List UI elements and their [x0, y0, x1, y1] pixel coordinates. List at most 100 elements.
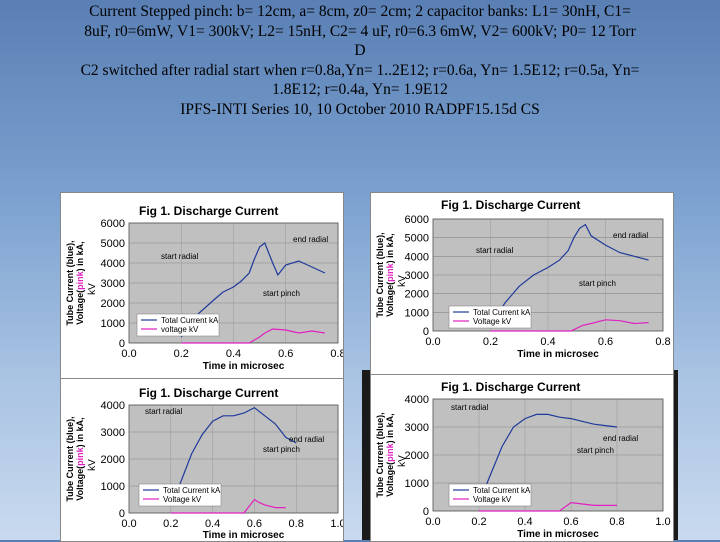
y-axis-label-part: ) in kA, [385, 413, 395, 443]
annotation-label: end radial [293, 235, 328, 244]
x-tick-label: 0.2 [163, 518, 178, 530]
slide-header: Current Stepped pinch: b= 12cm, a= 8cm, … [0, 0, 720, 119]
y-tick-label: 5000 [405, 233, 429, 245]
chart-svg: 0 1000 2000 3000 4000 5000 6000 0.0 0.2 0.4 0.6 0.8… [375, 198, 671, 360]
y-tick-label: 1000 [405, 478, 429, 490]
y-tick-label: 1000 [405, 307, 429, 319]
y-tick-label: 0 [119, 338, 125, 350]
x-tick-label: 0.4 [517, 516, 532, 528]
y-axis-label: Tube Current (blue),Voltage(pink) in kA, [65, 240, 85, 325]
x-tick-label: 0.2 [174, 348, 189, 360]
current-series-line [180, 242, 326, 338]
y-axis-unit: kV [397, 275, 408, 287]
x-tick-label: 0.8 [330, 348, 343, 360]
annotation-label: start radial [451, 403, 489, 412]
chart-svg: 0 1000 2000 3000 4000 0.0 0.2 0.4 0.6 0.8 1.0 Fig 1… [375, 380, 671, 540]
chart-title: Fig 1. Discharge Current [139, 386, 278, 400]
x-tick-label: 0.4 [226, 348, 241, 360]
legend-label: voltage kV [161, 325, 199, 334]
y-tick-label: 6000 [101, 218, 125, 230]
x-tick-label: 0.8 [289, 518, 304, 530]
current-series-line [478, 413, 618, 503]
voltage-series-line [490, 319, 649, 332]
legend-label: Total Current kA [161, 316, 219, 325]
y-tick-label: 3000 [405, 270, 429, 282]
chart-panel-2: 0 1000 2000 3000 4000 5000 6000 0.0 0.2 0.4 0.6 0.8… [370, 192, 674, 376]
y-axis-label-part: pink [385, 442, 395, 461]
voltage-series-line [479, 501, 617, 512]
y-axis-label-part: Tube Current (blue), [375, 412, 385, 497]
legend-box [138, 483, 222, 507]
x-tick-label: 0.6 [563, 516, 578, 528]
x-tick-label: 0.0 [121, 518, 136, 530]
y-tick-label: 5000 [101, 238, 125, 250]
voltage-series-line [170, 498, 286, 514]
y-tick-label: 4000 [101, 258, 125, 270]
header-line: C2 switched after radial start when r=0.… [80, 61, 640, 79]
x-tick-label: 0.6 [278, 348, 293, 360]
annotation-label: start pinch [263, 445, 300, 454]
annotation-label: end radial [289, 435, 324, 444]
chart-title: Fig 1. Discharge Current [139, 204, 278, 218]
y-axis-label: Tube Current (blue),Voltage(pink) in kA, [375, 232, 395, 317]
legend-label: Total Current kA [473, 308, 531, 317]
y-axis-label-part: Voltage( [75, 290, 85, 325]
chart-title: Fig 1. Discharge Current [441, 198, 580, 212]
x-tick-label: 1.0 [330, 518, 343, 530]
x-tick-label: 0.6 [598, 336, 613, 348]
x-tick-label: 0.4 [205, 518, 220, 530]
y-axis-label-part: pink [75, 446, 85, 465]
y-axis-unit: kV [87, 283, 98, 295]
x-tick-label: 1.0 [655, 516, 670, 528]
y-axis-label-part: Voltage( [385, 282, 395, 317]
x-axis-label: Time in microsec [203, 361, 285, 372]
y-tick-label: 0 [423, 326, 429, 338]
x-tick-label: 0.0 [121, 348, 136, 360]
x-tick-label: 0.0 [425, 336, 440, 348]
y-tick-label: 3000 [101, 278, 125, 290]
legend-label: Voltage kV [163, 495, 202, 504]
divider-bar [672, 370, 678, 540]
y-tick-label: 0 [119, 508, 125, 520]
x-tick-label: 0.6 [247, 518, 262, 530]
y-axis-label-part: Voltage( [75, 466, 85, 501]
annotation-label: start pinch [263, 289, 300, 298]
legend-label: Voltage kV [473, 495, 512, 504]
x-tick-label: 0.8 [655, 336, 670, 348]
voltage-series-line [181, 328, 325, 344]
header-line: 1.8E12; r=0.4a, Yn= 1.9E12 [272, 81, 448, 98]
legend-label: Total Current kA [163, 486, 221, 495]
y-tick-label: 4000 [101, 400, 125, 412]
annotation-label: start pinch [577, 446, 614, 455]
y-tick-label: 1000 [101, 481, 125, 493]
header-line: IPFS-INTI Series 10, 10 October 2010 RAD… [180, 100, 540, 118]
y-axis-label-part: ) in kA, [75, 241, 85, 271]
y-axis-label-part: ) in kA, [385, 233, 395, 263]
annotation-label: start radial [476, 246, 514, 255]
current-series-line [489, 223, 649, 326]
legend-box [448, 483, 532, 507]
legend-box [136, 313, 220, 337]
chart-panel-1: 0 1000 2000 3000 4000 5000 6000 0.0 0.2 0.4 0.6 0.8… [60, 192, 344, 379]
chart-title: Fig 1. Discharge Current [441, 380, 580, 394]
header-line: D [354, 42, 366, 59]
x-axis-label: Time in microsec [517, 349, 599, 360]
annotation-label: start radial [161, 252, 199, 261]
annotation-label: end radial [613, 231, 648, 240]
y-axis-unit: kV [87, 459, 98, 471]
chart-panel-3: 0 1000 2000 3000 4000 0.0 0.2 0.4 0.6 0.8 1.0 Fig 1… [60, 378, 344, 542]
y-tick-label: 2000 [405, 450, 429, 462]
x-tick-label: 0.0 [425, 516, 440, 528]
legend-label: Total Current kA [473, 486, 531, 495]
y-axis-label-part: pink [75, 270, 85, 289]
y-axis-label: Tube Current (blue),Voltage(pink) in kA, [65, 416, 85, 501]
y-axis-label-part: Voltage( [385, 462, 395, 497]
x-tick-label: 0.2 [483, 336, 498, 348]
header-line: 8uF, r0=6mW, V1= 300kV; L2= 15nH, C2= 4 … [84, 22, 636, 40]
x-axis-label: Time in microsec [203, 530, 285, 541]
y-tick-label: 6000 [405, 214, 429, 226]
x-tick-label: 0.4 [540, 336, 555, 348]
y-axis-label-part: pink [385, 262, 395, 281]
y-tick-label: 1000 [101, 318, 125, 330]
y-tick-label: 2000 [101, 298, 125, 310]
